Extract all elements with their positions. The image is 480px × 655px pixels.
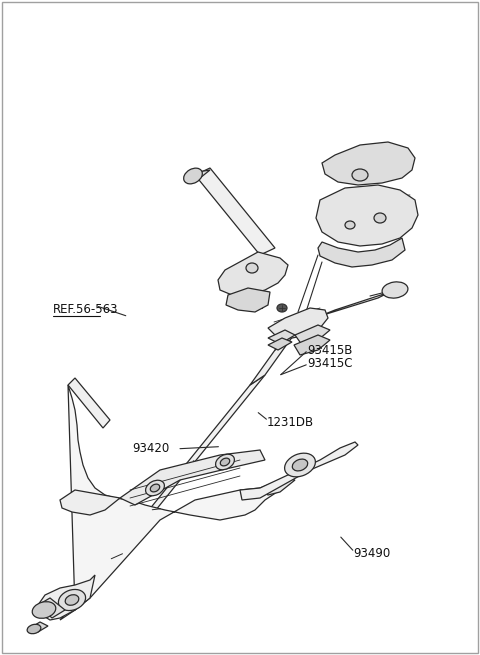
Ellipse shape <box>220 458 230 466</box>
Ellipse shape <box>277 304 287 312</box>
Ellipse shape <box>59 590 85 610</box>
Polygon shape <box>68 385 280 610</box>
Ellipse shape <box>345 221 355 229</box>
Polygon shape <box>60 490 120 515</box>
Polygon shape <box>218 252 288 295</box>
Ellipse shape <box>352 169 368 181</box>
Ellipse shape <box>382 282 408 298</box>
Polygon shape <box>38 575 95 620</box>
Polygon shape <box>60 375 265 620</box>
Polygon shape <box>268 308 328 338</box>
Polygon shape <box>188 170 210 180</box>
Polygon shape <box>320 292 390 316</box>
Ellipse shape <box>27 624 41 633</box>
Text: 93490: 93490 <box>353 547 390 560</box>
Ellipse shape <box>145 480 165 496</box>
Text: 93415C: 93415C <box>307 357 353 370</box>
Text: 93415B: 93415B <box>307 344 353 357</box>
Ellipse shape <box>216 454 234 470</box>
Polygon shape <box>275 310 315 350</box>
Polygon shape <box>226 288 270 312</box>
Polygon shape <box>316 185 418 246</box>
Polygon shape <box>250 340 290 385</box>
Text: REF.56-563: REF.56-563 <box>53 303 118 316</box>
Polygon shape <box>68 378 110 428</box>
Ellipse shape <box>150 484 160 492</box>
Polygon shape <box>294 335 330 355</box>
Polygon shape <box>268 338 292 350</box>
Polygon shape <box>120 450 265 505</box>
Polygon shape <box>260 478 295 495</box>
Text: 93420: 93420 <box>132 442 169 455</box>
Ellipse shape <box>32 602 56 618</box>
Polygon shape <box>38 598 65 618</box>
Ellipse shape <box>374 213 386 223</box>
Ellipse shape <box>184 168 203 184</box>
Ellipse shape <box>246 263 258 273</box>
Polygon shape <box>30 622 48 632</box>
Ellipse shape <box>285 453 315 477</box>
Polygon shape <box>268 330 295 344</box>
Polygon shape <box>322 142 415 185</box>
Polygon shape <box>195 168 275 255</box>
Polygon shape <box>318 238 405 267</box>
Polygon shape <box>295 325 330 345</box>
Ellipse shape <box>292 459 308 471</box>
Text: 1231DB: 1231DB <box>266 416 313 429</box>
Ellipse shape <box>65 595 79 605</box>
Polygon shape <box>240 442 358 500</box>
